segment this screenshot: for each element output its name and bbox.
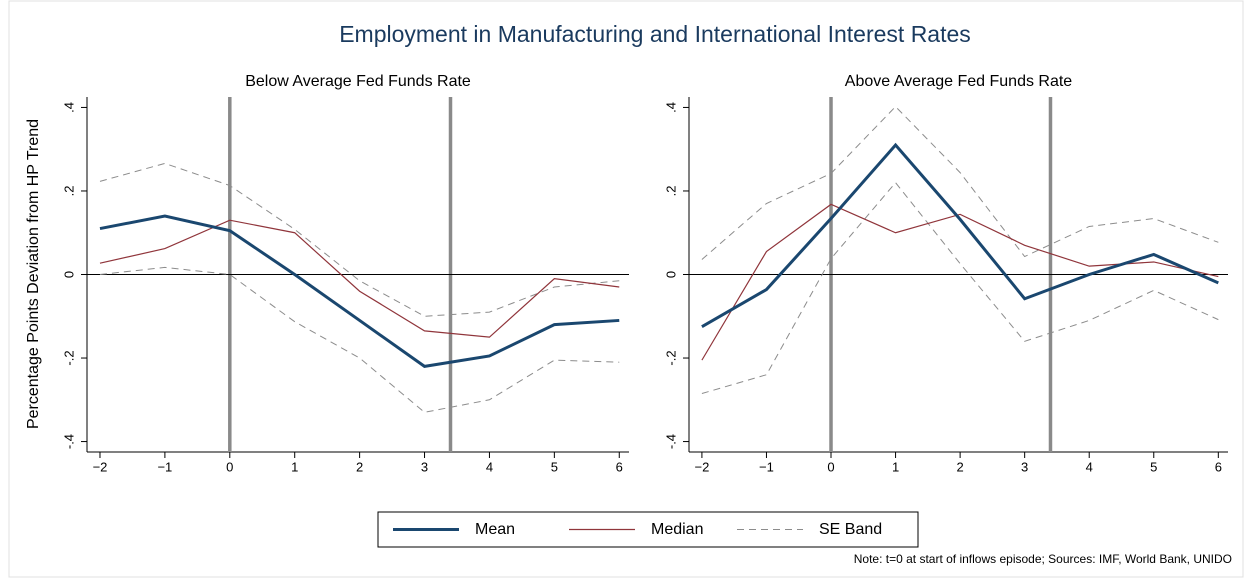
x-tick-label: 2 bbox=[956, 459, 963, 474]
x-tick-label: 6 bbox=[616, 459, 623, 474]
x-tick-label: −1 bbox=[157, 459, 172, 474]
y-tick-label: 0 bbox=[61, 271, 76, 278]
x-tick-label: 3 bbox=[1021, 459, 1028, 474]
x-tick-label: 5 bbox=[551, 459, 558, 474]
x-tick-label: −2 bbox=[694, 459, 709, 474]
y-tick-label: -.4 bbox=[61, 434, 76, 449]
band-lower bbox=[99, 266, 620, 413]
x-tick-label: 1 bbox=[892, 459, 899, 474]
series-line bbox=[99, 219, 620, 338]
legend-label: Mean bbox=[475, 521, 515, 538]
x-tick-label: 5 bbox=[1150, 459, 1157, 474]
note: Note: t=0 at start of inflows episode; S… bbox=[854, 552, 1232, 566]
x-tick-label: 2 bbox=[356, 459, 363, 474]
x-tick-label: −1 bbox=[759, 459, 774, 474]
y-tick-label: .4 bbox=[61, 102, 76, 113]
y-tick-label: .2 bbox=[663, 186, 678, 197]
legend-label: SE Band bbox=[819, 521, 882, 538]
chart-title: Employment in Manufacturing and Internat… bbox=[339, 21, 971, 47]
series-line bbox=[99, 214, 620, 368]
y-tick-label: -.2 bbox=[663, 350, 678, 365]
x-tick-label: −2 bbox=[93, 459, 108, 474]
band-lower bbox=[701, 181, 1219, 395]
x-tick-label: 6 bbox=[1215, 459, 1222, 474]
panel-title: Below Average Fed Funds Rate bbox=[245, 73, 471, 90]
x-tick-label: 4 bbox=[486, 459, 493, 474]
x-tick-label: 3 bbox=[421, 459, 428, 474]
y-tick-label: .4 bbox=[663, 102, 678, 113]
legend-label: Median bbox=[651, 521, 703, 538]
series-line bbox=[701, 203, 1219, 361]
legend bbox=[377, 511, 919, 548]
band-upper bbox=[701, 105, 1219, 260]
x-tick-label: 1 bbox=[291, 459, 298, 474]
y-tick-label: 0 bbox=[663, 271, 678, 278]
x-tick-label: 0 bbox=[827, 459, 834, 474]
panel-title: Above Average Fed Funds Rate bbox=[845, 73, 1073, 90]
y-tick-label: -.2 bbox=[61, 350, 76, 365]
x-tick-label: 4 bbox=[1086, 459, 1093, 474]
y-axis-label: Percentage Points Deviation from HP Tren… bbox=[25, 119, 42, 429]
y-tick-label: -.4 bbox=[663, 434, 678, 449]
band-upper bbox=[99, 162, 620, 317]
series-line bbox=[701, 142, 1219, 329]
y-tick-label: .2 bbox=[61, 186, 76, 197]
x-tick-label: 0 bbox=[226, 459, 233, 474]
